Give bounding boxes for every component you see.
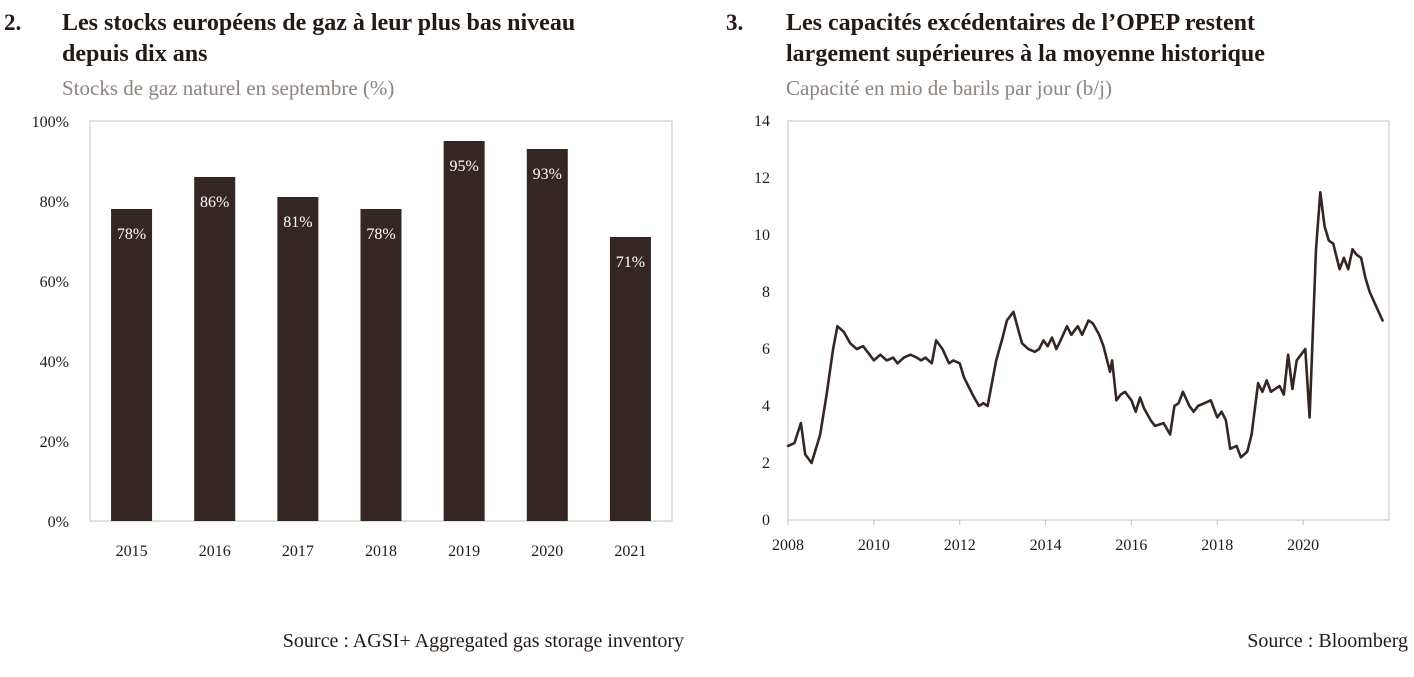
chart-subtitle: Stocks de gaz naturel en septembre (%) xyxy=(62,76,395,100)
y-tick-label: 4 xyxy=(762,398,770,415)
bar-data-label: 81% xyxy=(283,214,312,231)
y-tick-label: 2 xyxy=(762,455,770,472)
x-tick-label: 2021 xyxy=(614,543,646,560)
chart-number: 3. xyxy=(726,10,744,35)
y-tick-label: 60% xyxy=(40,274,69,291)
x-tick-label: 2014 xyxy=(1030,537,1062,554)
line-chart: 0 2 4 6 8 10 12 14 2008 2010 2012 2014 2016 2018 2020 xyxy=(754,113,1390,554)
bar-data-label: 78% xyxy=(117,226,146,243)
x-tick-label: 2018 xyxy=(1201,537,1233,554)
chart-source: Source : AGSI+ Aggregated gas storage in… xyxy=(282,630,684,652)
x-tick-label: 2020 xyxy=(531,543,563,560)
chart-subtitle: Capacité en mio de barils par jour (b/j) xyxy=(786,76,1112,100)
bar xyxy=(194,177,236,521)
chart-title: Les capacités excédentaires de l’OPEP re… xyxy=(786,8,1265,70)
bar xyxy=(277,197,319,521)
bar-data-label: 71% xyxy=(616,254,645,271)
y-tick-label: 10 xyxy=(754,227,770,244)
y-tick-label: 80% xyxy=(40,194,69,211)
chart-panel-gas-storage: 2. Les stocks européens de gaz à leur pl… xyxy=(0,0,700,677)
series-line xyxy=(786,191,1384,465)
chart-title-line-2: depuis dix ans xyxy=(62,41,208,67)
y-tick-label: 8 xyxy=(762,284,770,301)
y-tick-label: 100% xyxy=(32,114,69,131)
y-tick-label: 12 xyxy=(754,170,770,187)
y-tick-label: 14 xyxy=(754,113,770,130)
y-tick-label: 6 xyxy=(762,341,770,358)
chart-title-line-1: Les capacités excédentaires de l’OPEP re… xyxy=(786,10,1256,36)
chart-title: Les stocks européens de gaz à leur plus … xyxy=(62,8,575,70)
bar-data-label: 86% xyxy=(200,194,229,211)
x-tick-label: 2012 xyxy=(944,537,976,554)
x-tick-label: 2019 xyxy=(448,543,480,560)
x-tick-label: 2008 xyxy=(772,537,804,554)
x-tick-label: 2020 xyxy=(1287,537,1319,554)
bar-data-label: 95% xyxy=(449,158,478,175)
bar-chart: 0% 20% 40% 60% 80% 100% 78% 2015 86% 2016 81% 2017 7… xyxy=(32,114,673,560)
y-tick-label: 0 xyxy=(762,512,770,529)
x-tick-label: 2016 xyxy=(199,543,231,560)
bar xyxy=(609,237,651,521)
chart-title-line-1: Les stocks européens de gaz à leur plus … xyxy=(62,10,576,36)
y-tick-label: 20% xyxy=(40,434,69,451)
bar xyxy=(443,141,485,521)
chart-panel-opec-capacity: 3. Les capacités excédentaires de l’OPEP… xyxy=(714,0,1414,677)
x-tick-label: 2017 xyxy=(282,543,314,560)
chart-source: Source : Bloomberg xyxy=(1247,630,1408,652)
chart-title-line-2: largement supérieures à la moyenne histo… xyxy=(786,41,1265,67)
bar xyxy=(360,209,402,521)
bar-data-label: 78% xyxy=(366,226,395,243)
plot-frame xyxy=(787,120,1390,521)
x-tick-label: 2010 xyxy=(858,537,890,554)
y-tick-label: 0% xyxy=(48,514,69,531)
x-tick-label: 2018 xyxy=(365,543,397,560)
y-tick-label: 40% xyxy=(40,354,69,371)
x-tick-label: 2016 xyxy=(1115,537,1147,554)
bar xyxy=(111,209,153,521)
bar-data-label: 93% xyxy=(533,166,562,183)
chart-number: 2. xyxy=(4,10,22,35)
x-tick-label: 2015 xyxy=(116,543,148,560)
bar xyxy=(526,149,568,521)
